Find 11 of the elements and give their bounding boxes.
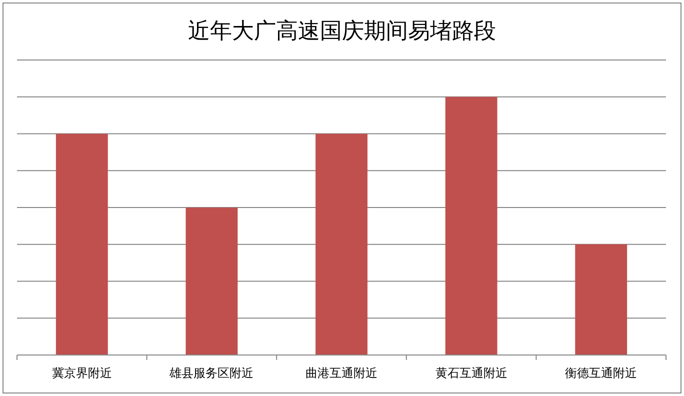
bar — [316, 134, 368, 355]
x-tick-label: 雄县服务区附近 — [168, 366, 254, 380]
bar — [186, 208, 238, 355]
bar — [575, 244, 628, 355]
bar — [445, 96, 498, 355]
x-tick-label: 黄石互通附近 — [435, 366, 508, 380]
x-tick-label: 曲港互通附近 — [306, 366, 378, 380]
x-tick-label: 冀京界附近 — [52, 366, 112, 380]
bar — [56, 134, 108, 355]
x-tick-label: 衡德互通附近 — [565, 366, 638, 380]
chart-title: 近年大广高速国庆期间易堵路段 — [188, 19, 496, 44]
